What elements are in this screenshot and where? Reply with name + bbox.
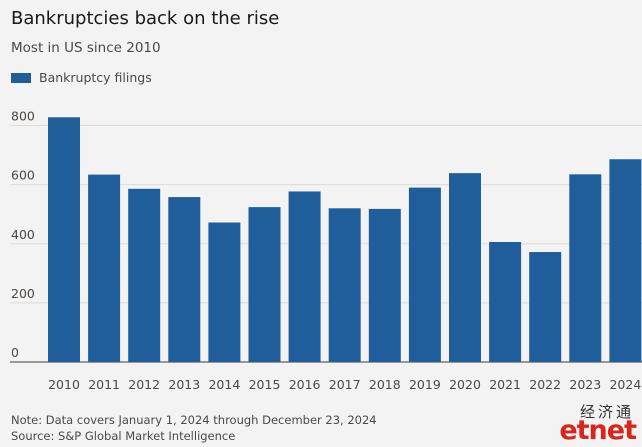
x-tick-label-2010: 2010 bbox=[48, 377, 80, 392]
chart-subtitle: Most in US since 2010 bbox=[11, 40, 161, 56]
x-tick-label-2019: 2019 bbox=[409, 377, 441, 392]
legend-swatch bbox=[11, 72, 31, 83]
bar-2021 bbox=[489, 242, 522, 362]
x-tick-label-2018: 2018 bbox=[369, 377, 401, 392]
bar-2024 bbox=[609, 159, 642, 362]
x-tick-label-2013: 2013 bbox=[168, 377, 200, 392]
bar-2011 bbox=[88, 174, 121, 362]
bar-2018 bbox=[368, 208, 401, 362]
bar-2012 bbox=[128, 188, 161, 362]
y-tick-label-400: 400 bbox=[11, 227, 35, 242]
legend-label: Bankruptcy filings bbox=[39, 70, 152, 85]
x-tick-label-2015: 2015 bbox=[249, 377, 281, 392]
y-tick-label-0: 0 bbox=[11, 345, 19, 360]
bar-2010 bbox=[48, 117, 80, 362]
x-tick-label-2016: 2016 bbox=[289, 377, 321, 392]
y-tick-label-600: 600 bbox=[11, 168, 35, 183]
bar-2017 bbox=[328, 208, 361, 362]
x-tick-label-2024: 2024 bbox=[609, 377, 641, 392]
bar-2023 bbox=[569, 174, 602, 362]
x-tick-label-2011: 2011 bbox=[88, 377, 120, 392]
chart-source: Source: S&P Global Market Intelligence bbox=[11, 429, 236, 443]
bar-2013 bbox=[168, 197, 201, 362]
x-tick-label-2022: 2022 bbox=[529, 377, 561, 392]
bar-chart: 0 200 400 600 800 2010 2011 2012 2013 2014 2015 201… bbox=[10, 109, 642, 392]
y-tick-label-800: 800 bbox=[11, 109, 35, 124]
watermark-logo: etnet bbox=[559, 415, 637, 446]
bar-2015 bbox=[248, 207, 281, 362]
bar-2016 bbox=[288, 191, 321, 362]
legend: Bankruptcy filings bbox=[11, 70, 152, 85]
x-tick-label-2020: 2020 bbox=[449, 377, 481, 392]
y-tick-label-200: 200 bbox=[11, 286, 35, 301]
bar-2020 bbox=[449, 173, 481, 362]
bar-2014 bbox=[208, 222, 241, 362]
chart-note: Note: Data covers January 1, 2024 throug… bbox=[11, 413, 377, 427]
bar-2019 bbox=[408, 187, 441, 362]
bar-2022 bbox=[529, 252, 562, 362]
x-tick-label-2021: 2021 bbox=[489, 377, 521, 392]
watermark-chinese: 经济通 bbox=[579, 403, 634, 421]
x-tick-label-2014: 2014 bbox=[208, 377, 240, 392]
chart-title: Bankruptcies back on the rise bbox=[11, 8, 280, 29]
x-tick-label-2017: 2017 bbox=[329, 377, 361, 392]
x-tick-label-2012: 2012 bbox=[128, 377, 160, 392]
x-tick-label-2023: 2023 bbox=[569, 377, 601, 392]
